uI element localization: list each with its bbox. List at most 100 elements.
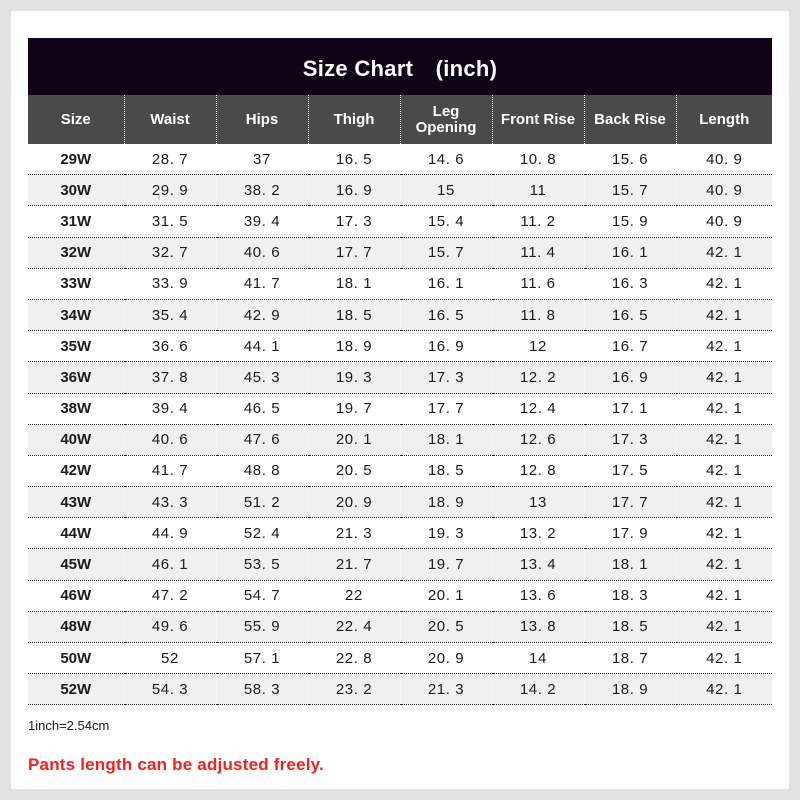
measurement-cell: 42. 1 [676,330,772,363]
column-header-waist: Waist [124,95,217,144]
measurement-cell: 46. 1 [124,548,217,581]
measurement-cell: 14 [492,642,585,675]
table-row: 43W 43. 3 51. 2 20. 9 18. 9 13 17. 7 42. 1 [28,486,772,519]
measurement-cell: 16. 9 [308,174,401,207]
measurement-cell: 17. 3 [584,424,677,456]
size-label: 43W [28,486,125,519]
measurement-cell: 13. 6 [492,580,585,612]
measurement-cell: 15. 7 [584,174,677,207]
measurement-cell: 14. 6 [400,144,493,176]
measurement-cell: 18. 7 [584,642,677,675]
measurement-cell: 15. 4 [400,205,493,238]
measurement-cell: 40. 6 [124,424,217,456]
measurement-cell: 53. 5 [216,548,309,581]
table-row: 36W 37. 8 45. 3 19. 3 17. 3 12. 2 16. 9 42. 1 [28,361,772,394]
measurement-cell: 42. 1 [676,268,772,300]
measurement-cell: 15. 7 [400,237,493,269]
measurement-cell: 42. 1 [676,673,772,706]
measurement-cell: 12. 8 [492,455,585,488]
table-row: 52W 54. 3 58. 3 23. 2 21. 3 14. 2 18. 9 42. 1 [28,673,772,706]
measurement-cell: 18. 5 [308,299,401,332]
measurement-cell: 40. 6 [216,237,309,269]
table-row: 32W 32. 7 40. 6 17. 7 15. 7 11. 4 16. 1 42. 1 [28,237,772,269]
measurement-cell: 35. 4 [124,299,217,332]
table-row: 40W 40. 6 47. 6 20. 1 18. 1 12. 6 17. 3 42. 1 [28,424,772,456]
measurement-cell: 11. 2 [492,205,585,238]
column-header-front-rise: Front Rise [492,95,585,144]
size-label: 40W [28,424,125,456]
column-header-back-rise: Back Rise [584,95,677,144]
measurement-cell: 11 [492,174,585,207]
measurement-cell: 12. 2 [492,361,585,394]
measurement-cell: 13. 8 [492,611,585,644]
table-row: 31W 31. 5 39. 4 17. 3 15. 4 11. 2 15. 9 40. 9 [28,205,772,238]
size-label: 31W [28,205,125,238]
measurement-cell: 42. 9 [216,299,309,332]
table-row: 30W 29. 9 38. 2 16. 9 15 11 15. 7 40. 9 [28,174,772,207]
page-title: Size Chart (inch) [302,55,498,81]
measurement-cell: 38. 2 [216,174,309,207]
size-label: 32W [28,237,125,269]
measurement-cell: 47. 6 [216,424,309,456]
measurement-cell: 20. 5 [308,455,401,488]
measurement-cell: 58. 3 [216,673,309,706]
measurement-cell: 41. 7 [124,455,217,488]
table-row: 48W 49. 6 55. 9 22. 4 20. 5 13. 8 18. 5 42. 1 [28,611,772,644]
size-label: 33W [28,268,125,300]
size-label: 46W [28,580,125,612]
measurement-cell: 42. 1 [676,299,772,332]
measurement-cell: 17. 9 [584,517,677,550]
conversion-note: 1inch=2.54cm [28,718,110,734]
table-row: 42W 41. 7 48. 8 20. 5 18. 5 12. 8 17. 5 42. 1 [28,455,772,488]
size-chart-container: Size Chart (inch) Size Waist Hips Thigh Leg … [28,38,772,775]
measurement-cell: 18. 9 [308,330,401,363]
measurement-cell: 42. 1 [676,424,772,456]
measurement-cell: 45. 3 [216,361,309,394]
column-header-thigh: Thigh [308,95,401,144]
measurement-cell: 21. 7 [308,548,401,581]
column-header-size: Size [28,95,125,144]
measurement-cell: 47. 2 [124,580,217,612]
measurement-cell: 13. 2 [492,517,585,550]
measurement-cell: 46. 5 [216,393,309,425]
measurement-cell: 18. 9 [400,486,493,519]
table-header-row: Size Waist Hips Thigh Leg Opening Front Rise B… [28,95,772,144]
measurement-cell: 40. 9 [676,174,772,207]
measurement-cell: 10. 8 [492,144,585,176]
measurement-cell: 19. 3 [400,517,493,550]
measurement-cell: 16. 9 [584,361,677,394]
measurement-cell: 42. 1 [676,455,772,488]
measurement-cell: 12. 6 [492,424,585,456]
table-row: 50W 52 57. 1 22. 8 20. 9 14 18. 7 42. 1 [28,642,772,675]
measurement-cell: 23. 2 [308,673,401,706]
measurement-cell: 42. 1 [676,361,772,394]
measurement-cell: 32. 7 [124,237,217,269]
measurement-cell: 16. 1 [584,237,677,269]
measurement-cell: 44. 1 [216,330,309,363]
measurement-cell: 18. 3 [584,580,677,612]
measurement-cell: 22. 8 [308,642,401,675]
measurement-cell: 17. 1 [584,393,677,425]
measurement-cell: 22 [308,580,401,612]
measurement-cell: 17. 7 [400,393,493,425]
measurement-cell: 20. 9 [400,642,493,675]
column-header-leg-opening: Leg Opening [400,95,493,144]
measurement-cell: 37 [216,144,309,176]
measurement-cell: 54. 3 [124,673,217,706]
measurement-cell: 16. 3 [584,268,677,300]
measurement-cell: 52. 4 [216,517,309,550]
measurement-cell: 16. 1 [400,268,493,300]
measurement-cell: 15. 6 [584,144,677,176]
chart-title-band: Size Chart (inch) [28,38,772,95]
measurement-cell: 39. 4 [216,205,309,238]
measurement-cell: 16. 5 [308,144,401,176]
measurement-cell: 29. 9 [124,174,217,207]
size-label: 29W [28,144,125,176]
measurement-cell: 31. 5 [124,205,217,238]
measurement-cell: 43. 3 [124,486,217,519]
measurement-cell: 42. 1 [676,611,772,644]
measurement-cell: 19. 7 [400,548,493,581]
measurement-cell: 16. 5 [400,299,493,332]
measurement-cell: 18. 1 [308,268,401,300]
size-label: 52W [28,673,125,706]
